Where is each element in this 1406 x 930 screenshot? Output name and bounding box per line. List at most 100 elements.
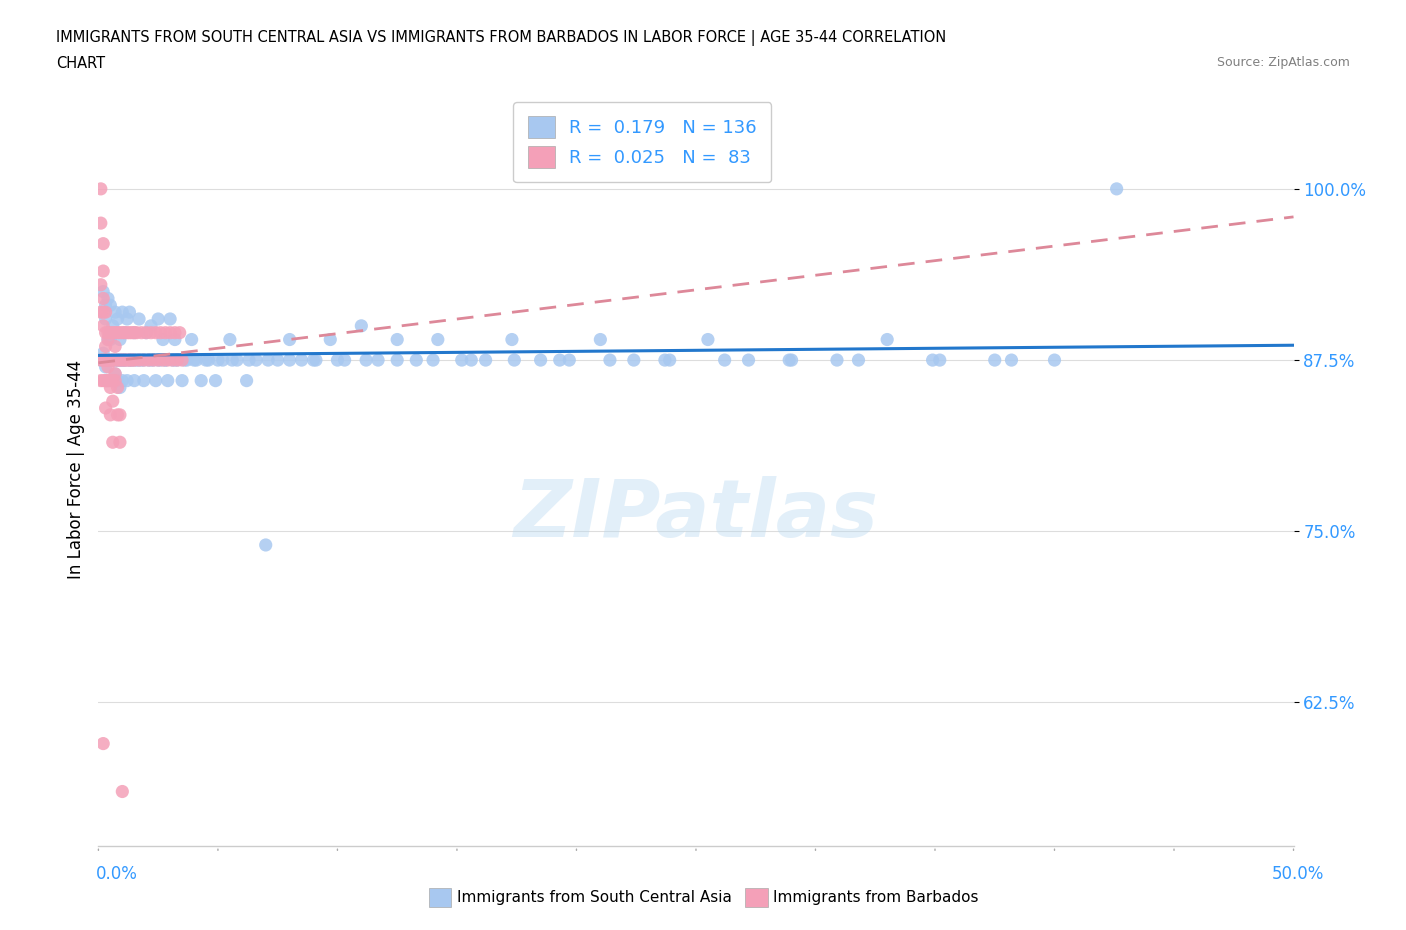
Point bbox=[98, 298, 122, 312]
Point bbox=[142, 352, 165, 367]
Point bbox=[139, 318, 162, 333]
Point bbox=[149, 326, 172, 340]
Point bbox=[97, 373, 120, 388]
Point bbox=[503, 352, 526, 367]
Point bbox=[278, 332, 301, 347]
Point bbox=[658, 352, 681, 367]
Point bbox=[367, 352, 389, 367]
Point bbox=[148, 352, 170, 367]
Point bbox=[159, 326, 181, 340]
Point bbox=[156, 352, 179, 367]
Point bbox=[101, 352, 124, 367]
Y-axis label: In Labor Force | Age 35-44: In Labor Force | Age 35-44 bbox=[66, 360, 84, 579]
Point bbox=[530, 352, 553, 367]
Point bbox=[90, 181, 112, 196]
Point bbox=[128, 352, 150, 367]
Point bbox=[291, 352, 314, 367]
Point bbox=[267, 352, 290, 367]
Point bbox=[405, 352, 427, 367]
Point bbox=[104, 352, 127, 367]
Point bbox=[97, 326, 120, 340]
Point bbox=[111, 373, 134, 388]
Point bbox=[104, 339, 127, 353]
Point bbox=[135, 326, 157, 340]
Point bbox=[107, 352, 129, 367]
Point bbox=[108, 380, 131, 395]
Point bbox=[101, 318, 124, 333]
Point bbox=[101, 373, 124, 388]
Point bbox=[350, 318, 373, 333]
Point bbox=[173, 352, 195, 367]
Point bbox=[238, 352, 260, 367]
Point bbox=[98, 380, 122, 395]
Point bbox=[162, 352, 184, 367]
Point bbox=[101, 352, 124, 367]
Point bbox=[460, 352, 482, 367]
Point bbox=[131, 352, 153, 367]
Point bbox=[226, 352, 249, 367]
Point bbox=[94, 339, 117, 353]
Point bbox=[235, 373, 257, 388]
Point bbox=[737, 352, 759, 367]
Point bbox=[94, 352, 117, 367]
Point bbox=[589, 332, 612, 347]
Point bbox=[97, 360, 120, 375]
Point bbox=[221, 352, 243, 367]
Point bbox=[104, 305, 127, 320]
Point bbox=[115, 373, 138, 388]
Point bbox=[94, 360, 117, 375]
Point bbox=[97, 332, 120, 347]
Point bbox=[111, 352, 134, 367]
Point bbox=[124, 352, 146, 367]
Point bbox=[197, 352, 219, 367]
Point bbox=[195, 352, 218, 367]
Point bbox=[257, 352, 280, 367]
Point bbox=[354, 352, 377, 367]
Point bbox=[98, 326, 122, 340]
Point bbox=[132, 373, 155, 388]
Point bbox=[107, 380, 129, 395]
Text: ZIPatlas: ZIPatlas bbox=[513, 476, 879, 554]
Point bbox=[558, 352, 581, 367]
Point bbox=[90, 352, 112, 367]
Point bbox=[101, 352, 124, 367]
Point bbox=[825, 352, 848, 367]
Point bbox=[984, 352, 1007, 367]
Point bbox=[107, 352, 129, 367]
Point bbox=[132, 352, 155, 367]
Point bbox=[848, 352, 870, 367]
Point bbox=[163, 332, 186, 347]
Point bbox=[145, 326, 167, 340]
Point bbox=[118, 352, 141, 367]
Point bbox=[114, 352, 136, 367]
Point bbox=[90, 352, 112, 367]
Point bbox=[183, 352, 205, 367]
Point bbox=[90, 277, 112, 292]
Point bbox=[108, 352, 131, 367]
Point bbox=[159, 312, 181, 326]
Point bbox=[138, 352, 160, 367]
Point bbox=[91, 318, 114, 333]
Point bbox=[778, 352, 800, 367]
Point bbox=[121, 352, 143, 367]
Point bbox=[115, 312, 138, 326]
Point bbox=[124, 326, 146, 340]
Point bbox=[121, 352, 143, 367]
Point bbox=[111, 305, 134, 320]
Point bbox=[104, 352, 127, 367]
Point bbox=[928, 352, 950, 367]
Point bbox=[124, 326, 146, 340]
Point bbox=[163, 326, 186, 340]
Point bbox=[91, 346, 114, 361]
Point bbox=[172, 373, 194, 388]
Point bbox=[111, 352, 134, 367]
Point bbox=[135, 326, 157, 340]
Point bbox=[104, 326, 127, 340]
Point bbox=[115, 352, 138, 367]
Point bbox=[118, 352, 141, 367]
Point bbox=[91, 291, 114, 306]
Point bbox=[211, 352, 233, 367]
Legend: R =  0.179   N = 136, R =  0.025   N =  83: R = 0.179 N = 136, R = 0.025 N = 83 bbox=[513, 102, 772, 182]
Point bbox=[132, 352, 155, 367]
Point bbox=[94, 305, 117, 320]
